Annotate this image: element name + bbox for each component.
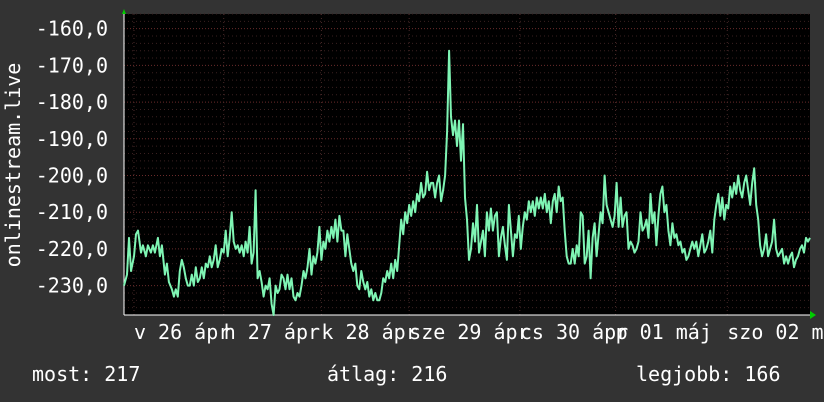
x-tick-label: cs 30 ápr bbox=[520, 320, 628, 344]
x-tick-label: h 27 ápr bbox=[224, 320, 320, 344]
x-tick-label: k 28 ápr bbox=[321, 320, 417, 344]
x-tick-label: p 01 máj bbox=[616, 320, 712, 344]
y-tick-label: -160,0 bbox=[36, 17, 108, 41]
x-tick-label: szo 02 máj bbox=[727, 320, 824, 344]
y-axis-label: onlinestream.live bbox=[1, 63, 25, 268]
series-line bbox=[123, 49, 811, 316]
y-tick-label: -220,0 bbox=[36, 237, 108, 261]
series-group bbox=[123, 49, 811, 316]
y-tick-label: -200,0 bbox=[36, 164, 108, 188]
y-tick-label: -210,0 bbox=[36, 200, 108, 224]
x-tick-label: sze 29 ápr bbox=[409, 320, 529, 344]
x-tick-label: v 26 ápr bbox=[134, 320, 230, 344]
x-axis-arrow-icon bbox=[810, 311, 816, 319]
y-tick-labels: -160,0 -170,0 -180,0 -190,0 -200,0 -210,0 -220… bbox=[36, 17, 108, 298]
y-tick-label: -230,0 bbox=[36, 274, 108, 298]
stat-best: legjobb: 166 bbox=[636, 362, 781, 386]
stat-current: most: 217 bbox=[32, 362, 141, 386]
stat-average: átlag: 216 bbox=[327, 362, 448, 386]
y-axis-arrow-icon bbox=[122, 9, 126, 14]
y-tick-label: -190,0 bbox=[36, 127, 108, 151]
plot-area bbox=[124, 14, 810, 315]
axes bbox=[122, 9, 816, 319]
y-tick-label: -180,0 bbox=[36, 90, 108, 114]
y-tick-label: -170,0 bbox=[36, 53, 108, 77]
